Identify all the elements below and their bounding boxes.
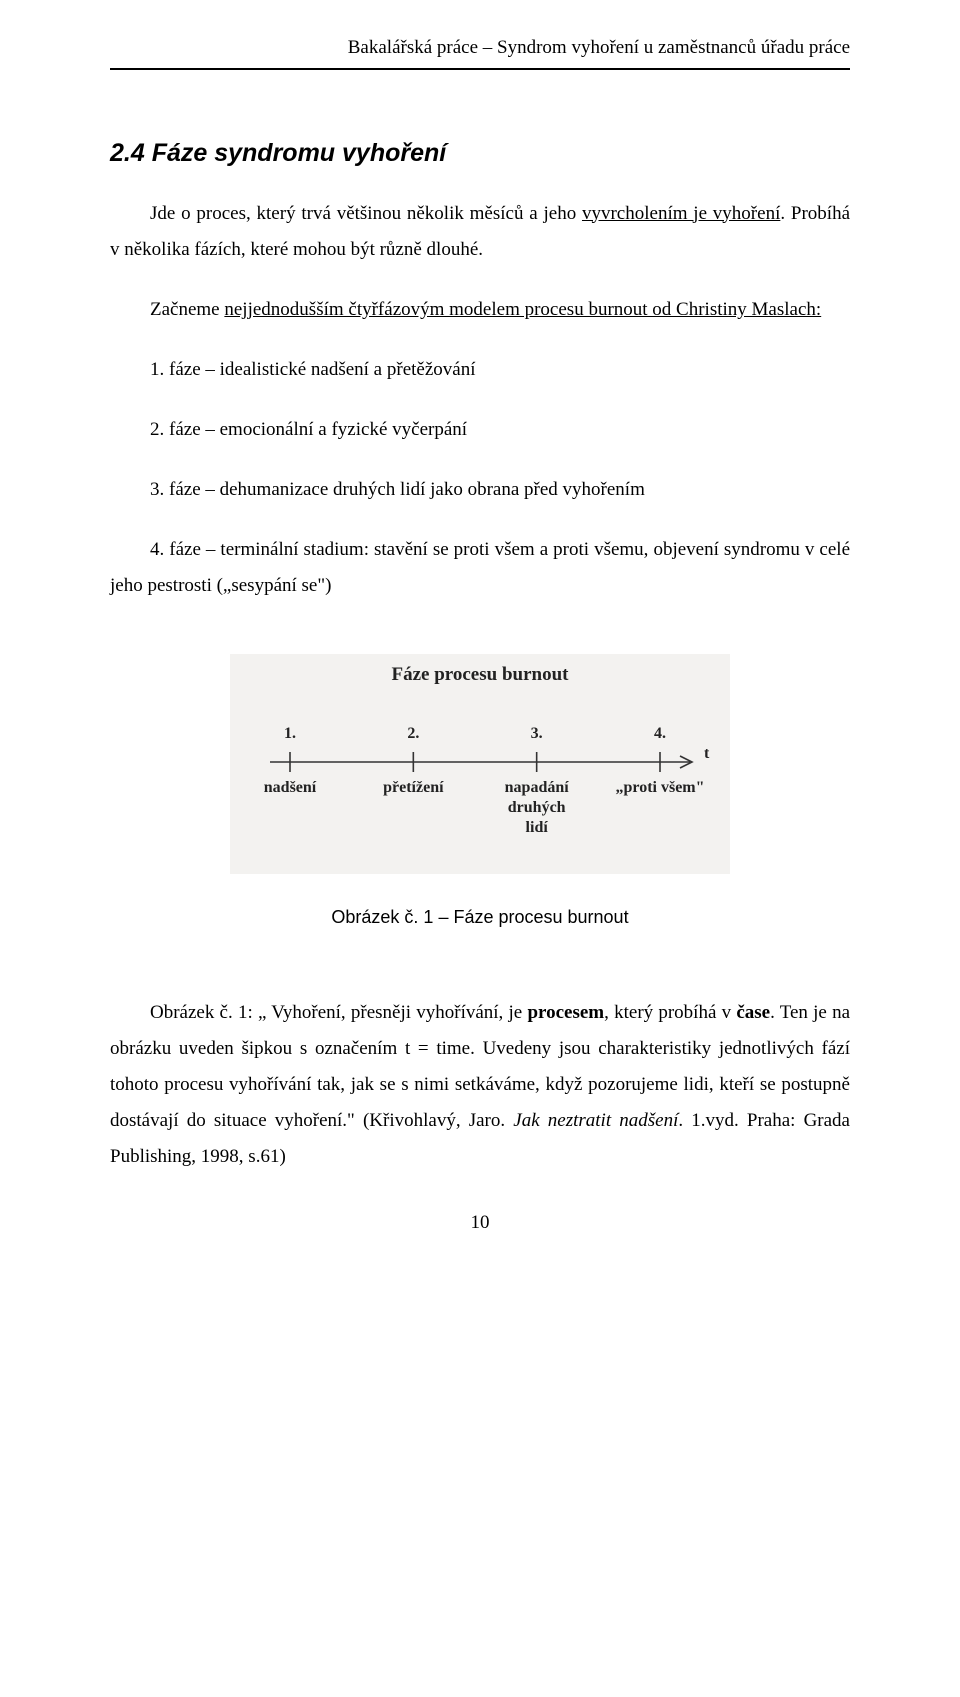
bold-text: čase (736, 1002, 770, 1023)
text: Začneme (150, 299, 224, 320)
section-heading: 2.4 Fáze syndromu vyhoření (110, 130, 850, 178)
paragraph-intro: Jde o proces, který trvá většinou několi… (110, 196, 850, 268)
svg-text:přetížení: přetížení (383, 779, 444, 796)
list-item: 2. fáze – emocionální a fyzické vyčerpán… (150, 412, 850, 448)
list-item: 4. fáze – terminální stadium: stavění se… (110, 532, 850, 604)
svg-text:3.: 3. (531, 725, 543, 742)
svg-text:napadání: napadání (505, 779, 570, 796)
page-number: 10 (110, 1205, 850, 1241)
list-item: 1. fáze – idealistické nadšení a přetěžo… (150, 352, 850, 388)
svg-text:lidí: lidí (526, 819, 549, 836)
svg-text:2.: 2. (407, 725, 419, 742)
paragraph-model: Začneme nejjednodušším čtyřfázovým model… (110, 292, 850, 328)
timeline-diagram: Fáze procesu burnout t 1. nadšení 2. přetížen… (230, 654, 730, 874)
figure-caption: Obrázek č. 1 – Fáze procesu burnout (110, 900, 850, 934)
italic-text: Jak neztratit nadšení (513, 1110, 678, 1131)
list-item: 3. fáze – dehumanizace druhých lidí jako… (150, 472, 850, 508)
text: , který probíhá v (604, 1002, 736, 1023)
paragraph-citation: Obrázek č. 1: „ Vyhoření, přesněji vyhoř… (110, 995, 850, 1175)
svg-text:druhých: druhých (508, 799, 566, 816)
figure-burnout-phases: Fáze procesu burnout t 1. nadšení 2. přetížen… (110, 654, 850, 874)
running-header: Bakalářská práce – Syndrom vyhoření u za… (110, 30, 850, 70)
svg-text:Fáze procesu burnout: Fáze procesu burnout (392, 664, 570, 685)
text: Jde o proces, který trvá většinou několi… (150, 203, 582, 224)
bold-text: procesem (527, 1002, 604, 1023)
text: Obrázek č. 1: „ Vyhoření, přesněji vyhoř… (150, 1002, 527, 1023)
svg-text:„proti všem": „proti všem" (615, 779, 704, 796)
svg-text:t: t (704, 745, 710, 762)
svg-text:nadšení: nadšení (264, 779, 317, 796)
svg-text:1.: 1. (284, 725, 296, 742)
underlined-text: vyvrcholením je vyhoření (582, 203, 780, 224)
svg-text:4.: 4. (654, 725, 666, 742)
underlined-text: nejjednodušším čtyřfázovým modelem proce… (224, 299, 821, 320)
phase-list: 1. fáze – idealistické nadšení a přetěžo… (150, 352, 850, 604)
